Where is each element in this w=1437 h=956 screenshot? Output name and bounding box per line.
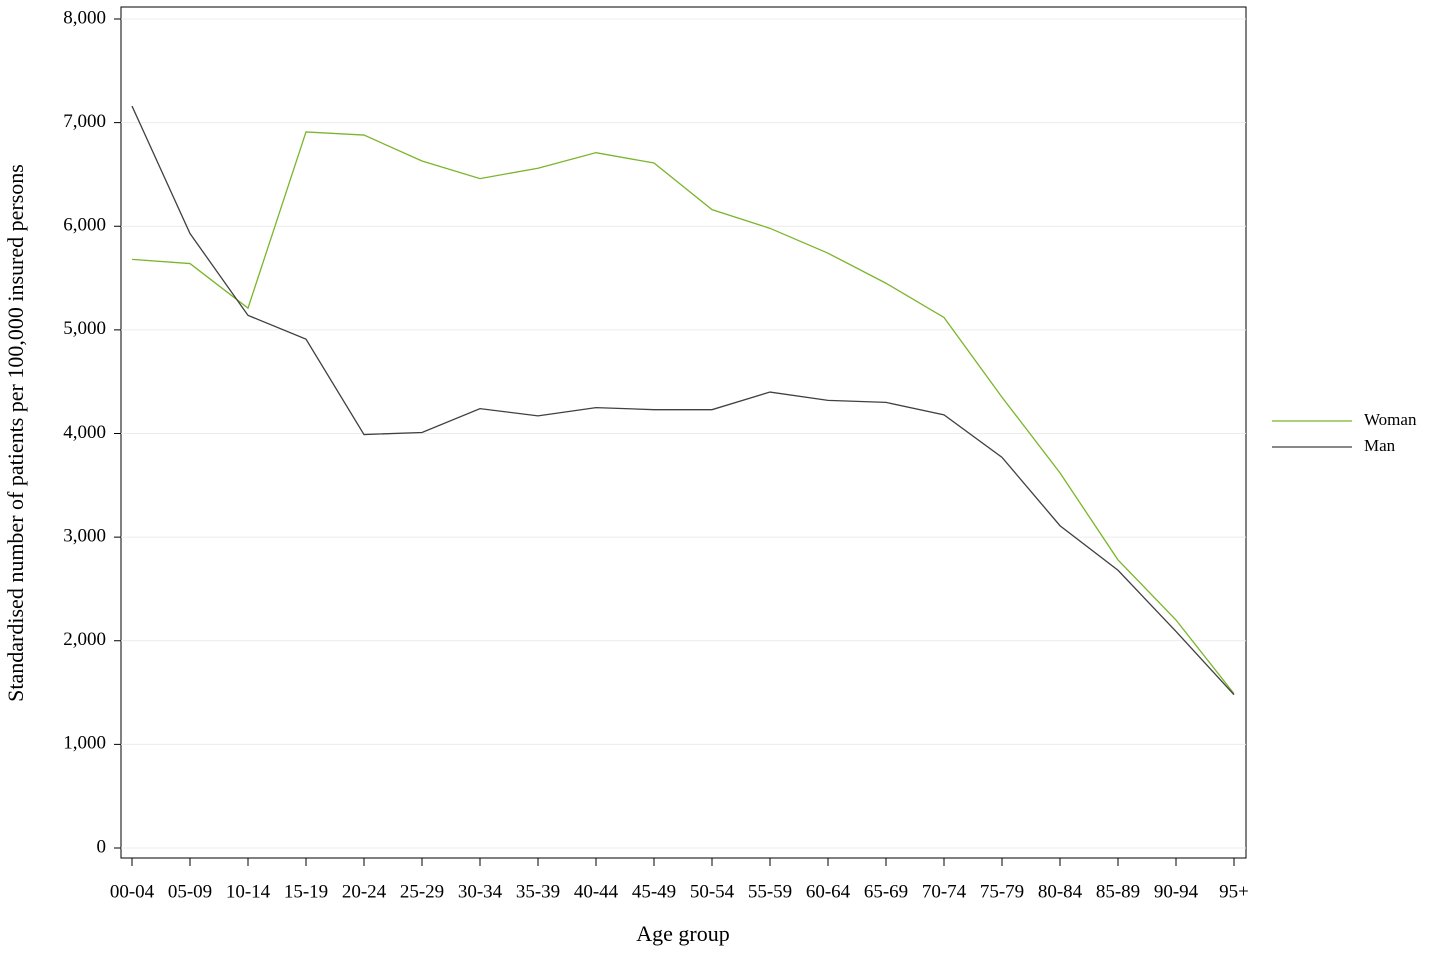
x-tick-label: 10-14 bbox=[226, 881, 271, 902]
x-axis-label: Age group bbox=[636, 921, 729, 946]
x-tick-label: 50-54 bbox=[690, 881, 735, 902]
x-tick-label: 40-44 bbox=[574, 881, 619, 902]
x-tick-label: 05-09 bbox=[168, 881, 212, 902]
x-tick-label: 55-59 bbox=[748, 881, 792, 902]
y-tick-label: 5,000 bbox=[63, 318, 106, 339]
legend-label: Woman bbox=[1364, 410, 1417, 429]
y-tick-label: 3,000 bbox=[63, 525, 106, 546]
x-tick-label: 90-94 bbox=[1154, 881, 1199, 902]
y-tick-label: 1,000 bbox=[63, 733, 106, 754]
y-tick-label: 6,000 bbox=[63, 215, 106, 236]
x-tick-label: 80-84 bbox=[1038, 881, 1083, 902]
x-tick-label: 70-74 bbox=[922, 881, 967, 902]
y-tick-label: 8,000 bbox=[63, 7, 106, 28]
x-tick-label: 30-34 bbox=[458, 881, 503, 902]
series-line bbox=[131, 131, 1235, 695]
x-tick-label: 85-89 bbox=[1096, 881, 1140, 902]
x-tick-label: 25-29 bbox=[400, 881, 444, 902]
x-tick-label: 20-24 bbox=[342, 881, 387, 902]
series-line bbox=[131, 105, 1235, 696]
y-tick-label: 0 bbox=[97, 836, 107, 857]
y-tick-label: 4,000 bbox=[63, 422, 106, 443]
x-tick-label: 15-19 bbox=[284, 881, 328, 902]
x-tick-label: 45-49 bbox=[632, 881, 676, 902]
x-tick-label: 35-39 bbox=[516, 881, 560, 902]
x-tick-label: 75-79 bbox=[980, 881, 1024, 902]
x-tick-label: 65-69 bbox=[864, 881, 908, 902]
x-tick-label: 00-04 bbox=[110, 881, 155, 902]
y-tick-label: 7,000 bbox=[63, 111, 106, 132]
x-tick-label: 60-64 bbox=[806, 881, 851, 902]
legend-label: Man bbox=[1364, 436, 1396, 455]
plot-frame bbox=[120, 6, 1247, 859]
y-tick-label: 2,000 bbox=[63, 629, 106, 650]
y-axis-label: Standardised number of patients per 100,… bbox=[3, 164, 28, 702]
x-tick-label: 95+ bbox=[1219, 881, 1249, 902]
